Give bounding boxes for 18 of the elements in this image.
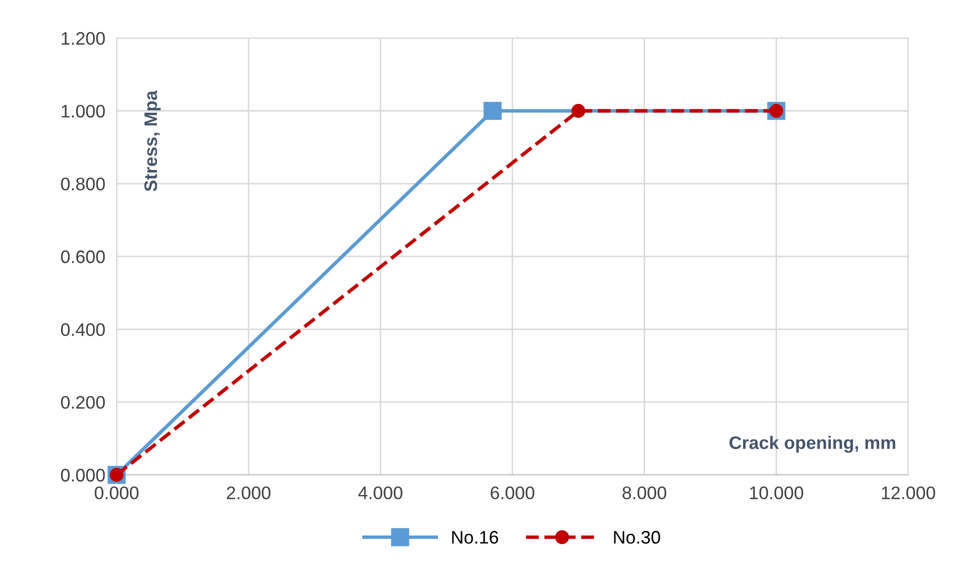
x-tick-label: 8.000 [622, 486, 666, 500]
y-tick-label: 1.200 [62, 32, 105, 45]
y-tick-label: 0.000 [61, 468, 105, 482]
y-axis-title: Stress, Mpa [144, 90, 161, 192]
y-tick-label: 0.600 [61, 250, 105, 264]
x-tick-label: 10.000 [750, 486, 804, 500]
x-tick-label: 12.000 [882, 486, 936, 500]
y-tick-label: 0.200 [61, 396, 105, 409]
x-tick-label: 2.000 [226, 486, 270, 500]
y-tick-label: 1.000 [62, 104, 105, 118]
y-tick-label: 0.400 [61, 323, 105, 336]
x-tick-label: 0.000 [94, 486, 139, 500]
x-axis-title: Crack opening, mm [730, 436, 896, 453]
x-tick-label: 6.000 [490, 486, 534, 500]
y-tick-label: 0.800 [61, 178, 105, 190]
legend-label: No.16 [452, 530, 498, 544]
legend-label: No.30 [614, 530, 660, 544]
x-tick-label: 4.000 [358, 486, 402, 500]
